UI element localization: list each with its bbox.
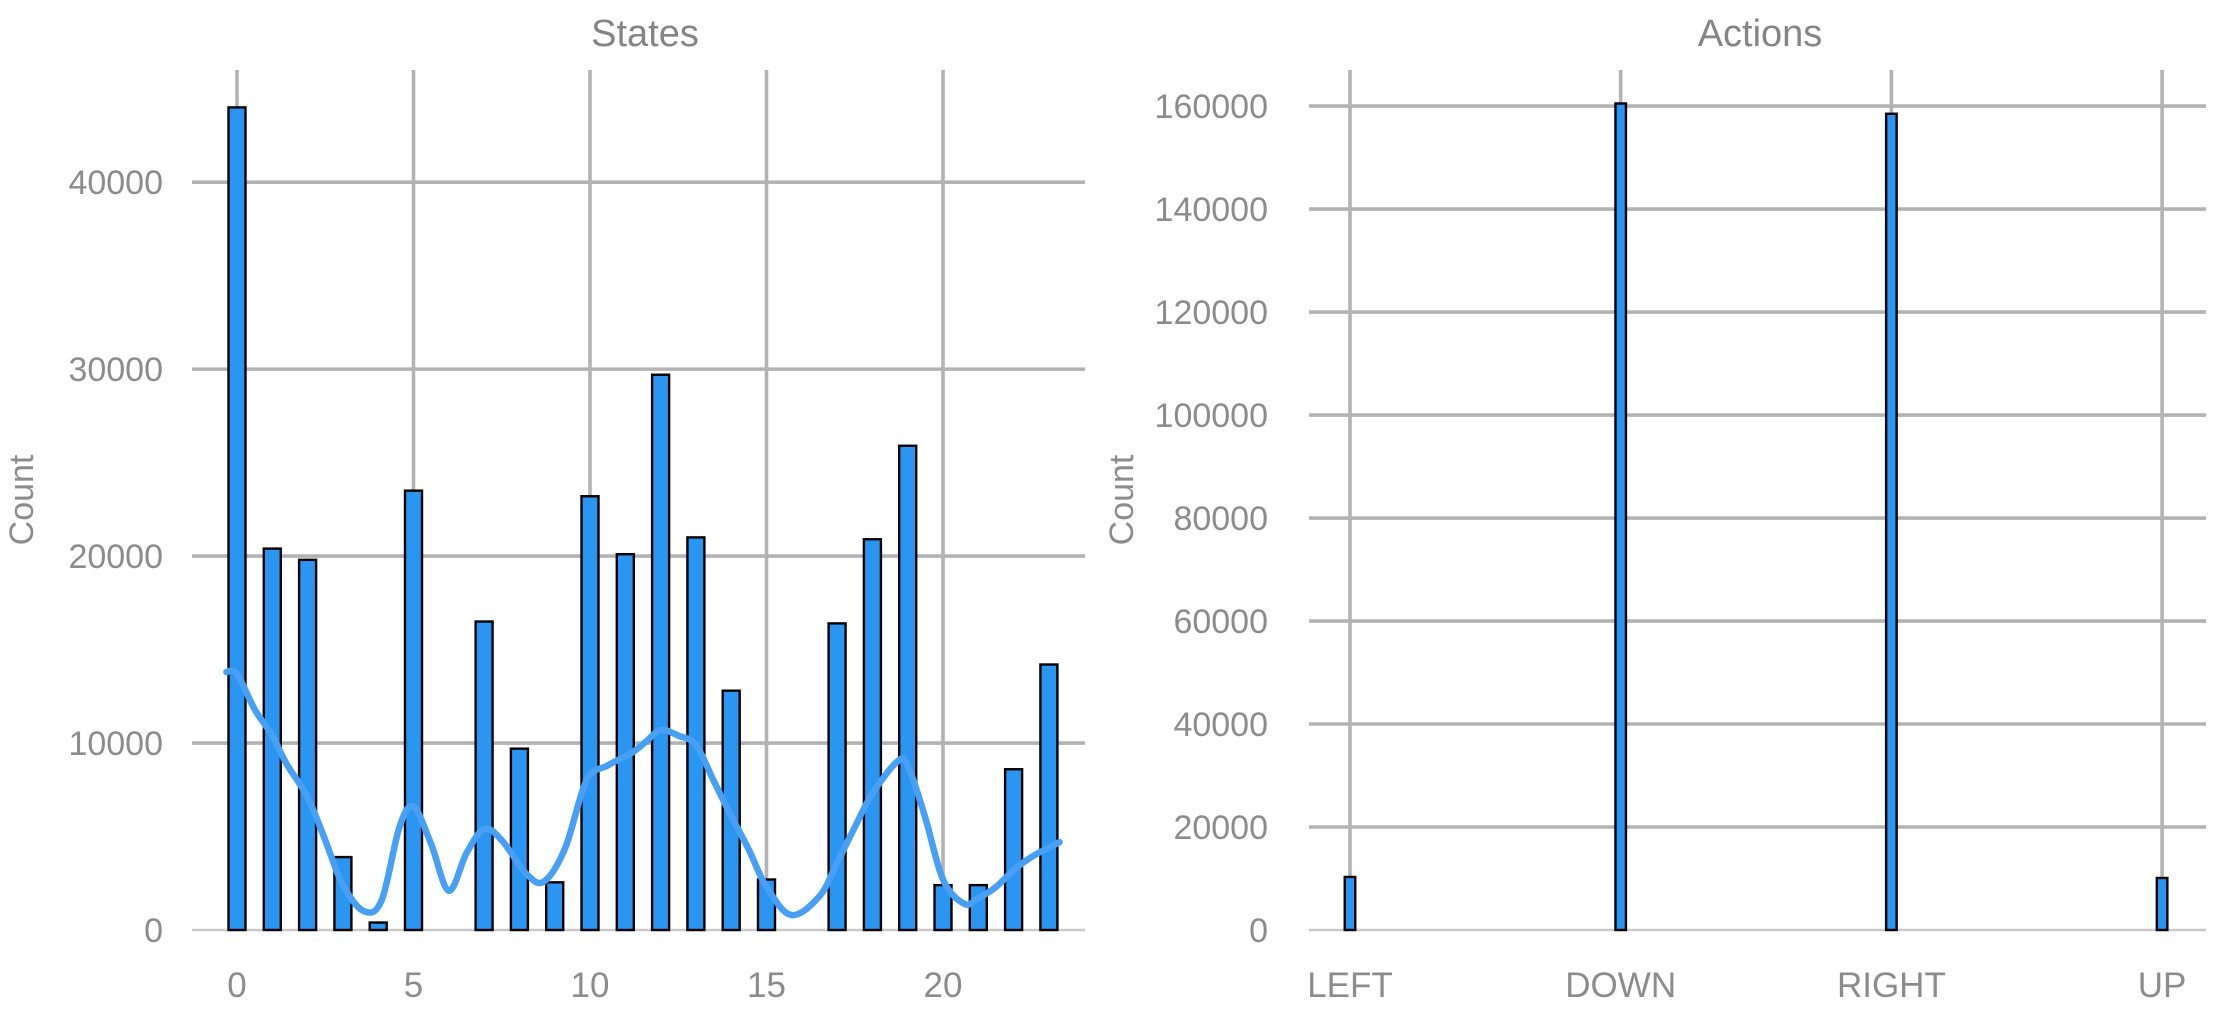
states-xtick-label: 10: [571, 966, 610, 1005]
states-ytick-label: 20000: [68, 538, 163, 576]
states-ytick-label: 0: [144, 912, 163, 950]
actions-ytick-label: 160000: [1155, 88, 1268, 126]
states-bar-17: [827, 622, 847, 932]
states-xtick-label: 15: [747, 966, 786, 1005]
states-bar-2: [297, 558, 318, 932]
states-bar-0: [227, 106, 247, 932]
actions-category-label: UP: [2138, 966, 2187, 1005]
actions-bar-DOWN: [1614, 102, 1628, 932]
actions-bar-RIGHT: [1884, 112, 1898, 932]
states-kde-line: [223, 667, 1063, 919]
states-bar-13: [686, 536, 706, 932]
states-ytick-label: 30000: [68, 351, 163, 389]
actions-ytick-label: 0: [1249, 912, 1268, 950]
states-ytick-label: 40000: [68, 164, 163, 202]
states-bar-5: [403, 489, 424, 932]
actions-ytick-label: 40000: [1173, 706, 1268, 744]
states-bar-8: [509, 747, 530, 932]
actions-category-label: LEFT: [1307, 966, 1393, 1005]
actions-bar-LEFT: [1343, 875, 1357, 932]
actions-category-label: RIGHT: [1837, 966, 1946, 1005]
actions-bar-UP: [2155, 876, 2169, 932]
states-xtick-label: 5: [404, 966, 423, 1005]
actions-chart-title: Actions: [1698, 13, 1823, 55]
actions-ytick-label: 20000: [1173, 809, 1268, 847]
states-bar-22: [1003, 768, 1024, 932]
actions-ytick-label: 120000: [1155, 294, 1268, 332]
states-bar-19: [898, 444, 918, 932]
states-bar-4: [368, 921, 388, 932]
actions-y-axis-label: Count: [1103, 454, 1141, 545]
states-bar-9: [545, 881, 565, 932]
actions-ytick-label: 140000: [1155, 191, 1268, 229]
states-bar-23: [1039, 663, 1059, 932]
states-chart: 0 10000 20000 30000 40000 0 5 10 15 20 States Count: [3, 13, 1085, 1005]
states-bar-7: [474, 620, 494, 932]
states-bar-18: [862, 538, 883, 932]
states-bar-11: [615, 553, 635, 932]
actions-ytick-label: 60000: [1173, 603, 1268, 641]
actions-ytick-label: 100000: [1155, 397, 1268, 435]
states-bar-10: [580, 495, 600, 932]
actions-ytick-label: 80000: [1173, 500, 1268, 538]
actions-category-label: DOWN: [1565, 966, 1676, 1005]
states-xtick-label: 20: [924, 966, 963, 1005]
states-xtick-label: 0: [227, 966, 246, 1005]
states-y-axis-label: Count: [3, 454, 41, 545]
states-chart-title: States: [591, 13, 699, 55]
states-ytick-label: 10000: [68, 725, 163, 763]
states-bar-12: [650, 373, 671, 932]
actions-chart: 0 20000 40000 60000 80000 100000 120000 140000 1…: [1103, 13, 2206, 1005]
